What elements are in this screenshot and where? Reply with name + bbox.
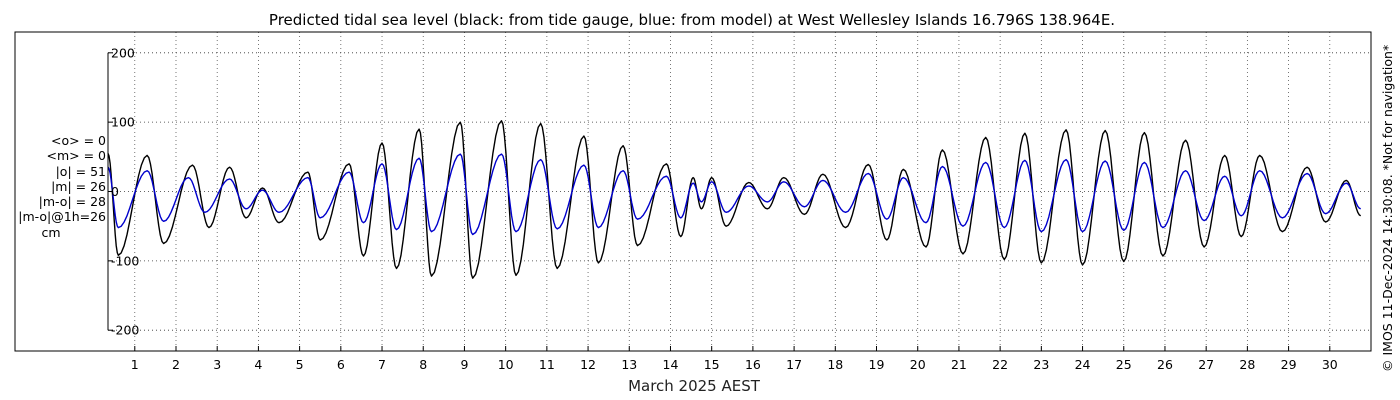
x-tick-label: 29 bbox=[1281, 357, 1297, 372]
series-lines bbox=[107, 120, 1362, 279]
chart-title: Predicted tidal sea level (black: from t… bbox=[269, 11, 1115, 29]
x-tick-label: 21 bbox=[951, 357, 967, 372]
x-tick-label: 4 bbox=[254, 357, 262, 372]
x-tick-label: 9 bbox=[460, 357, 468, 372]
plot-frame bbox=[14, 31, 1372, 352]
y-tick-label: 100 bbox=[111, 115, 135, 130]
stat-abs-diff: |m-o| = 28 bbox=[38, 194, 106, 210]
series-tide-gauge-line bbox=[107, 120, 1362, 279]
x-tick-label: 22 bbox=[992, 357, 1008, 372]
stat-abs-model: |m| = 26 bbox=[51, 178, 106, 194]
stat-abs-obs: |o| = 51 bbox=[55, 163, 106, 179]
stat-abs-diff-1h: |m-o|@1h=26 bbox=[18, 209, 106, 225]
x-tick-label: 5 bbox=[296, 357, 304, 372]
y-tick-label: -100 bbox=[111, 253, 139, 268]
x-tick-label: 12 bbox=[580, 357, 596, 372]
y-tick-label: 200 bbox=[111, 45, 135, 60]
x-tick-label: 6 bbox=[337, 357, 345, 372]
stats-panel: <o> = 0 <m> = 0 |o| = 51 |m| = 26 |m-o| … bbox=[2, 133, 106, 240]
x-tick-label: 20 bbox=[910, 357, 926, 372]
x-tick-label: 30 bbox=[1322, 357, 1338, 372]
x-tick-label: 24 bbox=[1075, 357, 1091, 372]
x-tick-label: 7 bbox=[378, 357, 386, 372]
x-tick-label: 17 bbox=[786, 357, 802, 372]
x-tick-label: 28 bbox=[1239, 357, 1255, 372]
grid-lines bbox=[108, 32, 1371, 351]
credit-text: © IMOS 11-Dec-2024 14:30:08. *Not for na… bbox=[1380, 45, 1395, 372]
x-tick-label: 8 bbox=[419, 357, 427, 372]
x-tick-label: 23 bbox=[1033, 357, 1049, 372]
x-tick-label: 11 bbox=[539, 357, 555, 372]
stat-unit: cm bbox=[41, 224, 61, 240]
x-tick-label: 19 bbox=[869, 357, 885, 372]
x-tick-label: 13 bbox=[621, 357, 637, 372]
x-tick-label: 25 bbox=[1116, 357, 1132, 372]
x-tick-label: 14 bbox=[663, 357, 679, 372]
x-tick-label: 26 bbox=[1157, 357, 1173, 372]
y-tick-label: 0 bbox=[111, 184, 119, 199]
x-tick-label: 1 bbox=[131, 357, 139, 372]
x-tick-label: 10 bbox=[498, 357, 514, 372]
x-tick-label: 18 bbox=[827, 357, 843, 372]
x-tick-label: 15 bbox=[704, 357, 720, 372]
x-tick-label: 16 bbox=[745, 357, 761, 372]
y-tick-label: -200 bbox=[111, 323, 139, 338]
stat-mean-model: <m> = 0 bbox=[46, 148, 107, 164]
x-axis-label: March 2025 AEST bbox=[628, 377, 761, 395]
x-tick-label: 3 bbox=[213, 357, 221, 372]
x-tick-label: 27 bbox=[1198, 357, 1214, 372]
series-model-line bbox=[107, 153, 1361, 236]
stat-mean-obs: <o> = 0 bbox=[51, 133, 106, 148]
x-tick-label: 2 bbox=[172, 357, 180, 372]
